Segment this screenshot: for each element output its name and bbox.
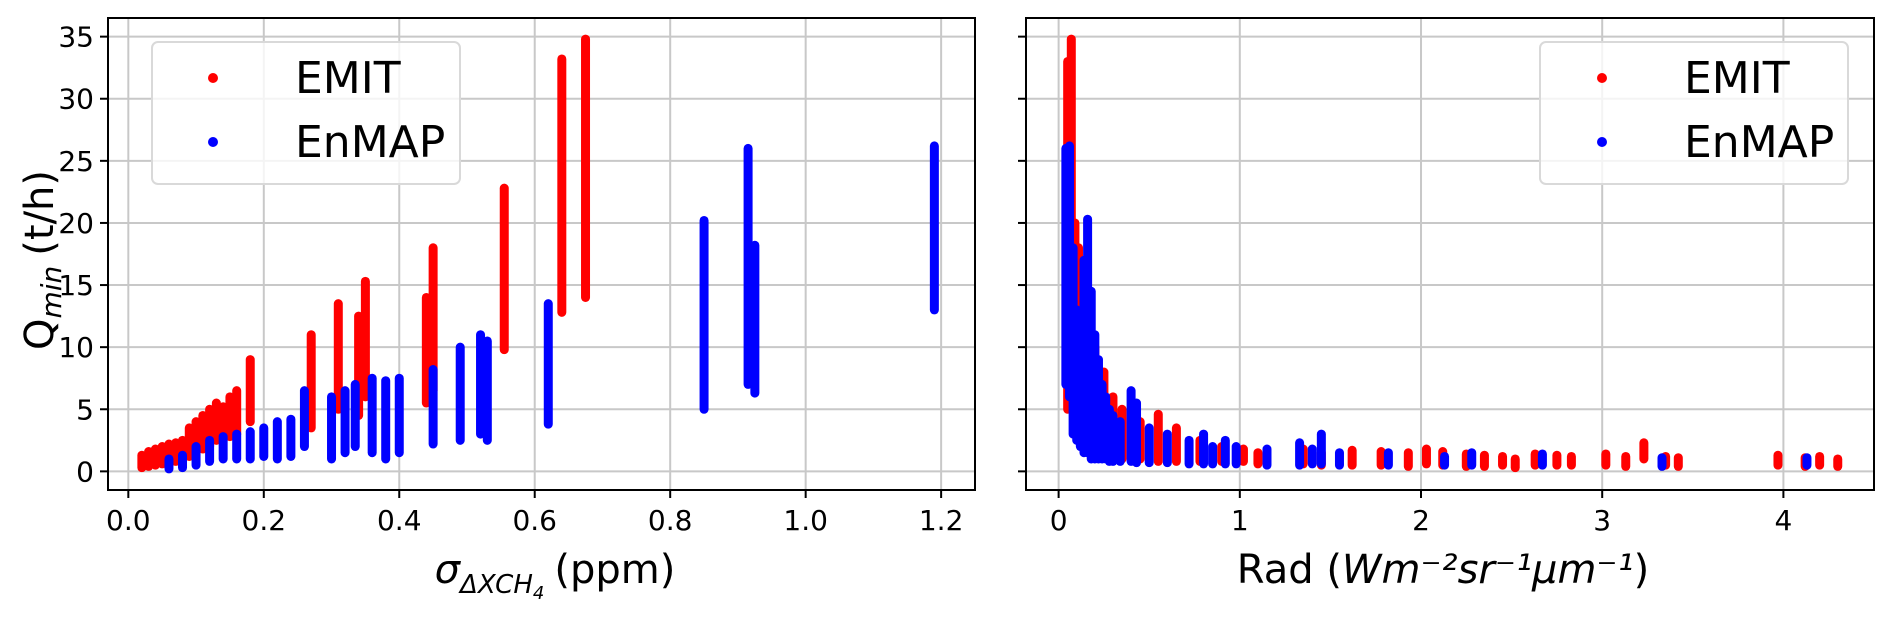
right-legend-emit-label: EMIT	[1684, 53, 1790, 104]
left-ylabel-unit: (t/h)	[17, 170, 63, 256]
right-legend-box	[1539, 41, 1849, 185]
left-xlabel-sub: ΔXCH	[458, 570, 533, 600]
left-y-tick-label: 10	[58, 331, 94, 364]
right-plot-frame	[1025, 17, 1875, 491]
left-legend-box	[151, 41, 461, 185]
left-x-tick-label: 1.2	[919, 504, 964, 537]
right-xlabel-end: )	[1634, 547, 1650, 593]
right-xlabel-math: Wm⁻²sr⁻¹μm⁻¹	[1342, 547, 1634, 593]
right-legend-enmap-label: EnMAP	[1684, 117, 1834, 168]
left-ylabel-main: Q	[17, 319, 63, 350]
left-xlabel-sigma: σ	[435, 547, 462, 593]
right-legend-enmap-marker	[1597, 137, 1607, 147]
right-x-axis-label: Rad (Wm⁻²sr⁻¹μm⁻¹)	[1237, 547, 1649, 593]
left-legend: EMIT EnMAP	[151, 41, 461, 185]
right-legend: EMIT EnMAP	[1539, 41, 1849, 185]
left-x-tick-label: 0.2	[242, 504, 287, 537]
left-x-tick-label: 0.6	[512, 504, 557, 537]
right-x-tick-label: 3	[1593, 504, 1611, 537]
right-chart-panel: 0 1 2 3 4 EMIT EnMAP Rad (Wm⁻²sr⁻¹μm⁻¹)	[1018, 17, 1875, 593]
left-y-tick-label: 20	[58, 207, 94, 240]
left-legend-enmap-label: EnMAP	[295, 117, 445, 168]
left-ticks: 0.0 0.2 0.4 0.6 0.8 1.0 1.2 0 5 10 15 20 25 30 35	[58, 21, 963, 537]
left-chart-panel: 0.0 0.2 0.4 0.6 0.8 1.0 1.2 0 5 10 15 20 25 30 35 EMIT…	[17, 17, 976, 604]
right-marks	[1061, 34, 1843, 473]
left-x-tick-label: 0.4	[377, 504, 422, 537]
left-y-tick-label: 35	[58, 21, 94, 54]
left-legend-enmap-marker	[208, 137, 218, 147]
left-legend-emit-marker	[208, 73, 218, 83]
left-y-tick-label: 15	[58, 269, 94, 302]
right-legend-emit-marker	[1597, 73, 1607, 83]
left-legend-emit-label: EMIT	[295, 53, 401, 104]
left-plot-frame	[107, 17, 976, 491]
left-y-tick-label: 30	[58, 83, 94, 116]
right-x-tick-label: 2	[1412, 504, 1430, 537]
left-x-tick-label: 1.0	[783, 504, 828, 537]
left-marks	[137, 34, 939, 474]
left-y-tick-label: 25	[58, 145, 94, 178]
right-xlabel-main: Rad (	[1237, 547, 1342, 593]
left-grid	[108, 18, 975, 490]
right-x-tick-label: 4	[1774, 504, 1792, 537]
right-x-tick-label: 0	[1050, 504, 1068, 537]
left-x-tick-label: 0.8	[648, 504, 693, 537]
left-y-axis-label: Qmin (t/h)	[17, 170, 68, 350]
right-x-tick-label: 1	[1231, 504, 1249, 537]
left-y-tick-label: 0	[76, 455, 94, 488]
left-x-axis-label: σΔXCH4 (ppm)	[435, 547, 676, 604]
left-xlabel-unit: (ppm)	[554, 547, 675, 593]
left-x-tick-label: 0.0	[106, 504, 151, 537]
right-ticks: 0 1 2 3 4	[1018, 35, 1792, 537]
left-y-tick-label: 5	[76, 393, 94, 426]
left-ylabel-sub: min	[35, 266, 68, 319]
left-xlabel-subsub: 4	[533, 583, 544, 604]
